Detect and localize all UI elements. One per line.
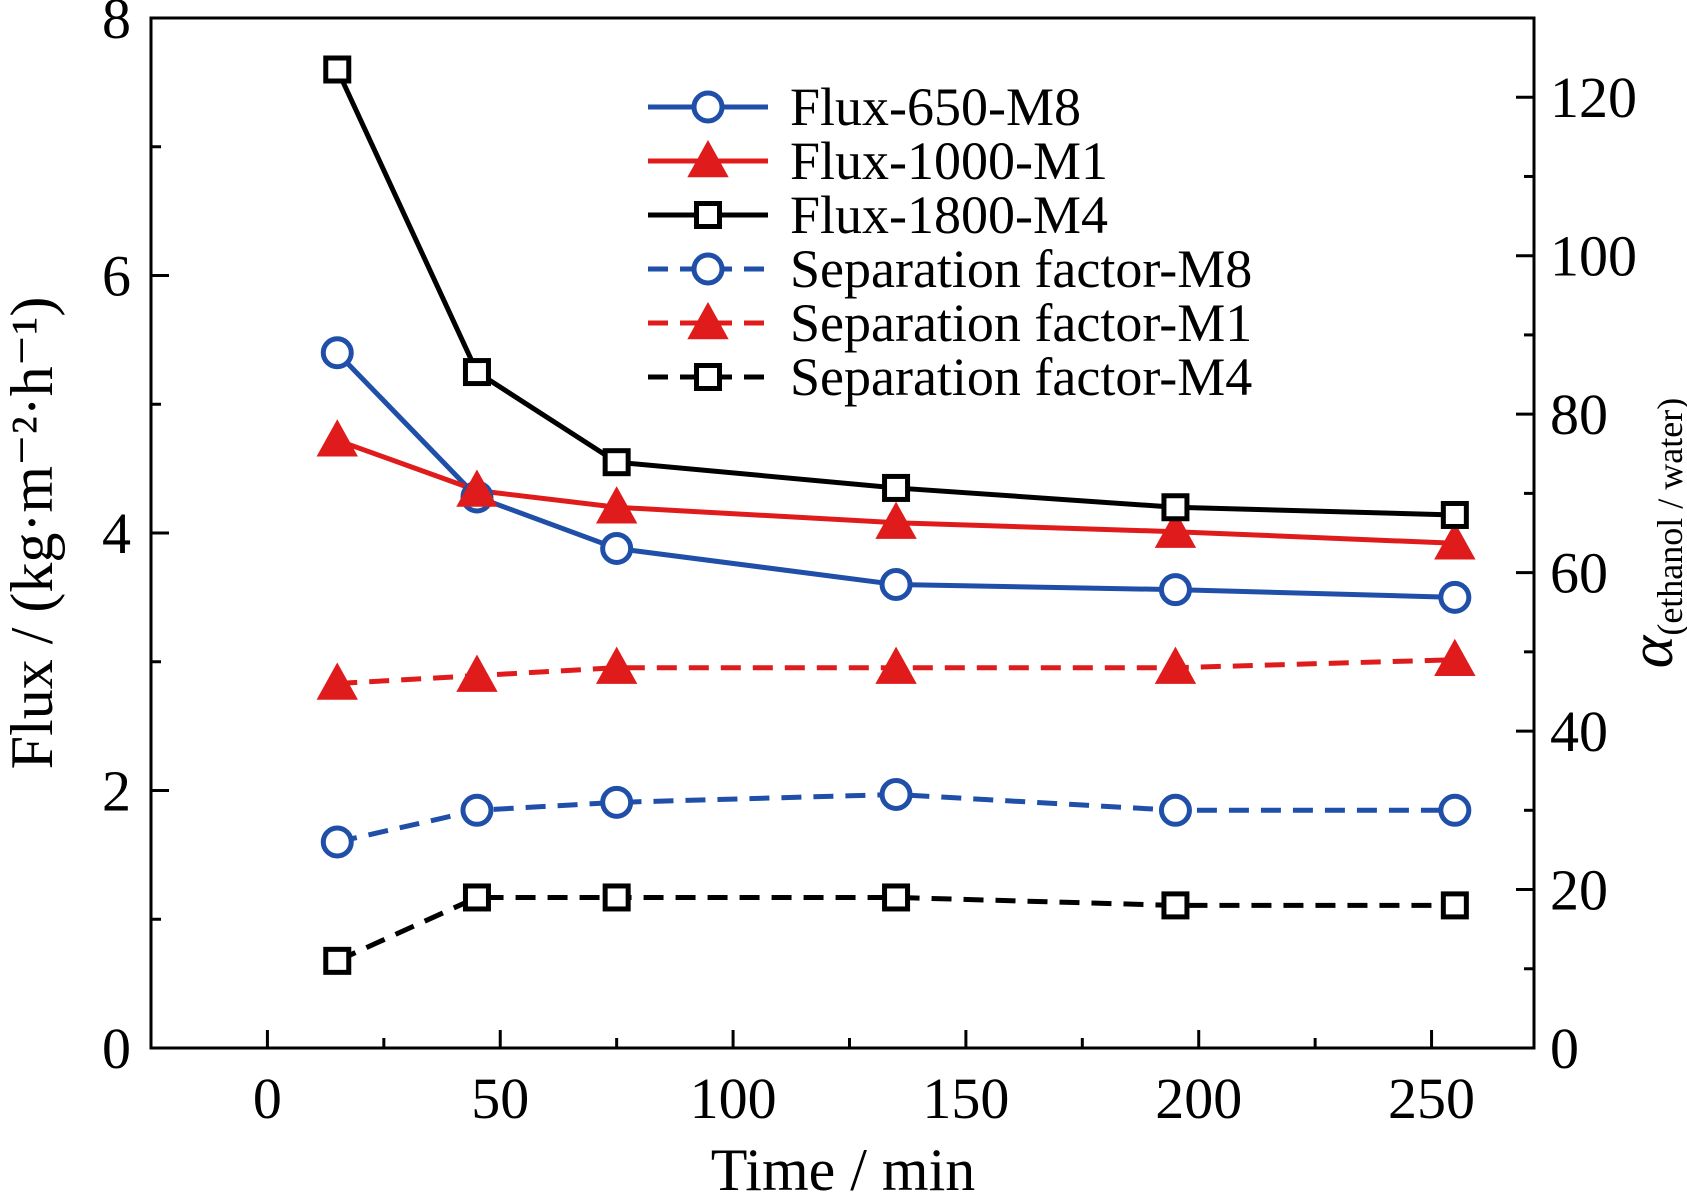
legend-label-1: Flux-1000-M1 <box>790 131 1108 191</box>
y-left-tick-label: 0 <box>102 1016 131 1081</box>
data-point-5-0 <box>323 946 352 975</box>
y-right-tick-label: 20 <box>1550 858 1608 923</box>
data-point-1-0 <box>316 419 358 457</box>
legend-label-5: Separation factor-M4 <box>790 347 1252 407</box>
series-line-2 <box>334 68 1455 518</box>
x-tick-label: 200 <box>1155 1066 1242 1131</box>
y-right-tick-label: 40 <box>1550 699 1608 764</box>
data-point-2-2 <box>602 448 631 477</box>
series-lines <box>334 68 1455 964</box>
y-right-tick-label: 120 <box>1550 65 1637 130</box>
data-point-3-5 <box>1438 793 1472 827</box>
data-point-3-0 <box>320 825 354 859</box>
legend-marker-5 <box>694 363 722 391</box>
x-axis-title: Time / min <box>711 1137 976 1194</box>
x-tick-label: 150 <box>922 1066 1009 1131</box>
data-point-2-1 <box>462 358 491 387</box>
series-line-1 <box>336 437 1455 546</box>
data-point-0-0 <box>320 336 354 370</box>
data-point-4-4 <box>1154 646 1197 684</box>
y-right-tick-label: 0 <box>1550 1016 1579 1081</box>
legend: Flux-650-M8Flux-1000-M1Flux-1800-M4Separ… <box>648 77 1252 407</box>
legend-label-2: Flux-1800-M4 <box>790 185 1108 245</box>
y-axis-title-left: Flux / (kg·m⁻²·h⁻¹) <box>0 297 65 770</box>
data-point-4-5 <box>1434 638 1476 676</box>
data-point-4-0 <box>316 662 358 700</box>
data-point-3-2 <box>600 785 634 819</box>
data-point-1-1 <box>456 469 498 507</box>
y-axis-title-right: α(ethanol / water) <box>1618 398 1687 668</box>
legend-marker-4 <box>687 301 729 340</box>
data-point-0-3 <box>879 568 913 601</box>
y-axis-title-right-symbol: α <box>1618 634 1686 668</box>
data-point-0-2 <box>600 531 634 565</box>
legend-label-4: Separation factor-M1 <box>790 293 1252 353</box>
y-right-tick-label: 60 <box>1550 541 1608 606</box>
data-point-1-2 <box>595 486 638 524</box>
data-point-4-3 <box>875 646 917 684</box>
data-point-1-3 <box>875 501 917 539</box>
data-point-3-3 <box>879 777 913 811</box>
y-left-tick-label: 2 <box>102 759 131 824</box>
legend-marker-1 <box>687 139 729 178</box>
data-point-0-4 <box>1158 573 1192 607</box>
y-right-tick-label: 100 <box>1550 224 1637 289</box>
legend-marker-2 <box>694 201 722 229</box>
series-line-4 <box>337 657 1455 687</box>
data-point-4-1 <box>456 654 498 692</box>
x-tick-label: 250 <box>1388 1066 1475 1131</box>
data-point-5-4 <box>1161 891 1190 920</box>
data-point-3-4 <box>1158 793 1192 827</box>
data-point-5-1 <box>462 883 491 912</box>
data-point-2-0 <box>323 55 352 84</box>
legend-marker-0 <box>691 90 725 124</box>
y-axis-title-right-subscript: (ethanol / water) <box>1650 398 1687 636</box>
legend-marker-3 <box>691 252 725 286</box>
data-point-5-2 <box>602 883 631 912</box>
y-left-tick-label: 4 <box>102 501 131 566</box>
data-point-5-3 <box>882 883 911 912</box>
series-markers <box>316 55 1476 975</box>
x-tick-label: 100 <box>690 1066 777 1131</box>
y-left-tick-label: 6 <box>102 244 131 309</box>
data-point-1-5 <box>1434 522 1476 560</box>
y-left-tick-label: 8 <box>102 0 131 51</box>
series-line-5 <box>336 894 1455 964</box>
data-point-5-5 <box>1440 891 1469 920</box>
data-point-0-5 <box>1438 580 1472 614</box>
data-point-3-1 <box>460 793 494 827</box>
data-point-4-2 <box>595 646 638 684</box>
legend-label-0: Flux-650-M8 <box>790 77 1081 137</box>
legend-label-3: Separation factor-M8 <box>790 239 1252 299</box>
series-line-0 <box>335 351 1455 600</box>
y-right-tick-label: 80 <box>1550 382 1608 447</box>
data-point-2-5 <box>1440 500 1469 529</box>
data-point-1-4 <box>1154 510 1197 548</box>
x-tick-label: 0 <box>253 1066 282 1131</box>
x-tick-label: 50 <box>471 1066 529 1131</box>
data-point-2-3 <box>882 473 911 502</box>
data-point-2-4 <box>1161 493 1190 522</box>
series-line-3 <box>336 791 1455 845</box>
